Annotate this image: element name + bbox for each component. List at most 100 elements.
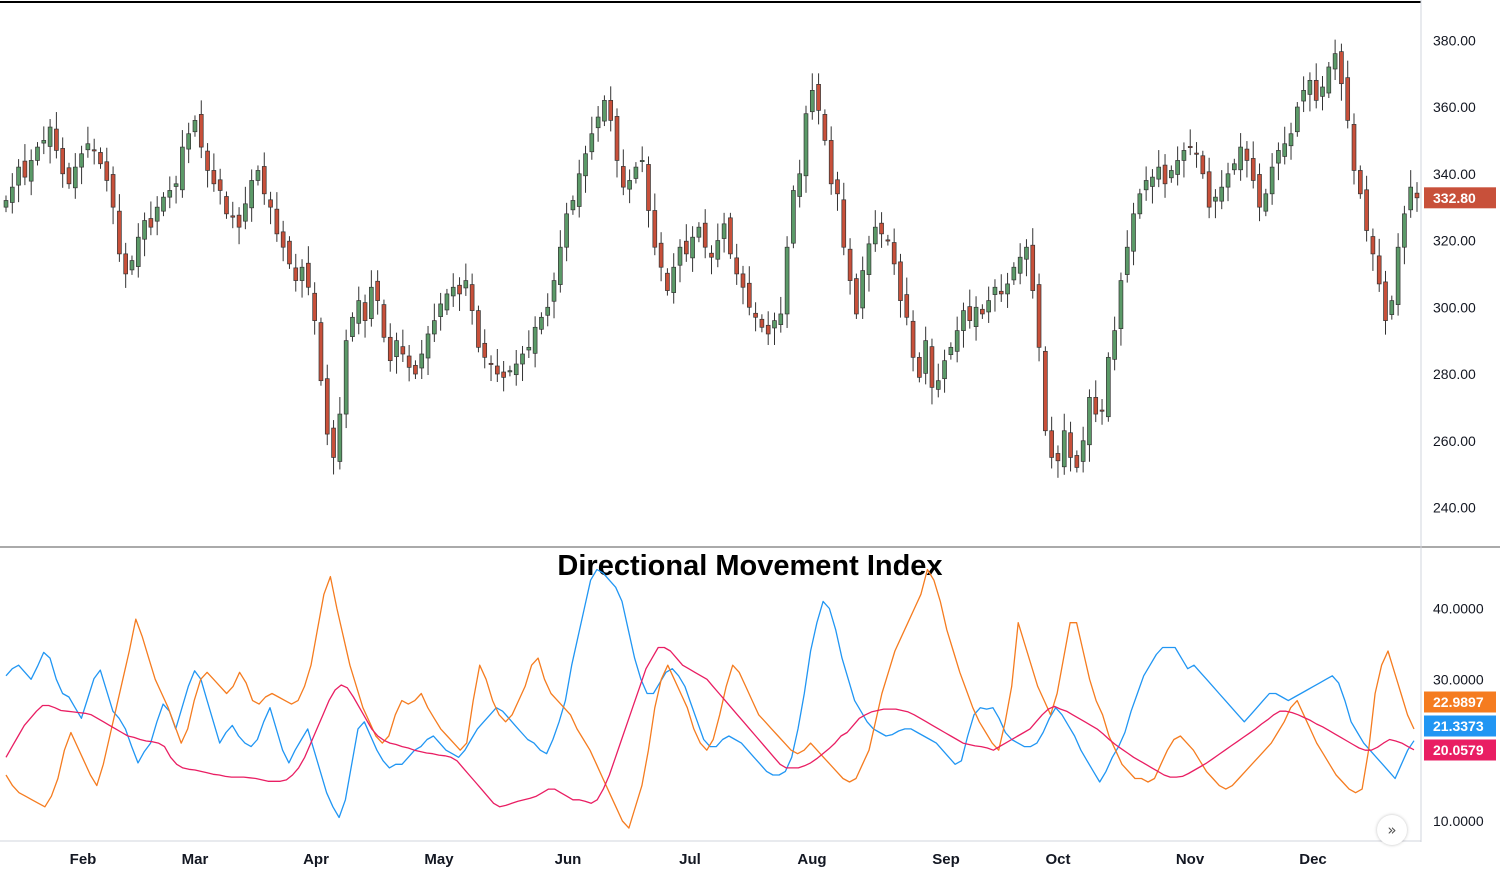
candle[interactable] bbox=[287, 236, 292, 269]
candle[interactable] bbox=[1238, 133, 1243, 181]
candle[interactable] bbox=[980, 304, 985, 319]
candle[interactable] bbox=[671, 253, 677, 304]
candle[interactable] bbox=[205, 143, 210, 188]
candle[interactable] bbox=[47, 119, 53, 164]
candle[interactable] bbox=[425, 325, 431, 376]
candle[interactable] bbox=[576, 159, 582, 218]
candle[interactable] bbox=[167, 176, 173, 209]
candle[interactable] bbox=[211, 153, 217, 192]
candle[interactable] bbox=[1288, 122, 1294, 160]
candle[interactable] bbox=[123, 242, 128, 288]
candle[interactable] bbox=[1131, 202, 1136, 266]
candle[interactable] bbox=[545, 293, 551, 327]
candle[interactable] bbox=[513, 349, 519, 386]
candle[interactable] bbox=[835, 171, 840, 211]
candle[interactable] bbox=[1093, 380, 1099, 423]
candle[interactable] bbox=[142, 212, 147, 257]
candle[interactable] bbox=[60, 137, 65, 188]
candle[interactable] bbox=[847, 238, 853, 295]
candle[interactable] bbox=[1068, 421, 1073, 472]
candle[interactable] bbox=[249, 169, 254, 222]
candle[interactable] bbox=[488, 355, 494, 382]
candle[interactable] bbox=[1402, 205, 1407, 265]
candle[interactable] bbox=[1036, 273, 1042, 362]
candle[interactable] bbox=[1099, 399, 1105, 425]
candle[interactable] bbox=[772, 312, 777, 345]
candle[interactable] bbox=[104, 147, 110, 192]
candle[interactable] bbox=[539, 312, 544, 335]
candle[interactable] bbox=[652, 193, 658, 256]
candle[interactable] bbox=[583, 145, 588, 193]
candle[interactable] bbox=[621, 149, 626, 196]
candle[interactable] bbox=[1395, 233, 1401, 316]
candle[interactable] bbox=[1269, 153, 1275, 205]
candle[interactable] bbox=[1282, 126, 1288, 165]
candle[interactable] bbox=[1080, 426, 1086, 473]
candle[interactable] bbox=[381, 299, 387, 343]
candle[interactable] bbox=[343, 329, 349, 429]
candle[interactable] bbox=[797, 159, 802, 208]
candle[interactable] bbox=[740, 265, 746, 305]
candle[interactable] bbox=[224, 191, 229, 219]
candle[interactable] bbox=[1313, 63, 1319, 109]
dmi-pane[interactable] bbox=[5, 568, 1415, 829]
candle[interactable] bbox=[1332, 39, 1338, 81]
candle[interactable] bbox=[721, 212, 727, 253]
candle[interactable] bbox=[690, 226, 695, 272]
candle[interactable] bbox=[293, 253, 299, 292]
candle[interactable] bbox=[261, 152, 267, 205]
candle[interactable] bbox=[709, 245, 714, 275]
candle[interactable] bbox=[198, 100, 204, 159]
candle[interactable] bbox=[728, 212, 733, 259]
candle[interactable] bbox=[1232, 158, 1237, 175]
candle[interactable] bbox=[872, 210, 878, 252]
candle[interactable] bbox=[1339, 43, 1344, 101]
candle[interactable] bbox=[161, 192, 166, 217]
candle[interactable] bbox=[54, 112, 59, 159]
candle[interactable] bbox=[129, 255, 135, 275]
candle[interactable] bbox=[1358, 165, 1363, 199]
candle[interactable] bbox=[942, 349, 947, 393]
candle[interactable] bbox=[746, 266, 752, 316]
candle[interactable] bbox=[312, 282, 317, 335]
candle[interactable] bbox=[1150, 169, 1155, 204]
candle[interactable] bbox=[350, 312, 355, 342]
candle[interactable] bbox=[564, 202, 569, 262]
candle[interactable] bbox=[639, 146, 645, 173]
candle[interactable] bbox=[16, 159, 21, 203]
candle[interactable] bbox=[1414, 182, 1420, 212]
candle[interactable] bbox=[1276, 142, 1281, 181]
candle[interactable] bbox=[1250, 141, 1256, 189]
candle[interactable] bbox=[1124, 230, 1130, 283]
candle[interactable] bbox=[1383, 270, 1388, 335]
candle[interactable] bbox=[1030, 228, 1036, 299]
candle[interactable] bbox=[457, 277, 462, 311]
candle[interactable] bbox=[828, 126, 834, 195]
candle[interactable] bbox=[438, 292, 443, 331]
candle[interactable] bbox=[961, 302, 966, 348]
candle[interactable] bbox=[463, 263, 469, 296]
candle[interactable] bbox=[1219, 170, 1225, 210]
candle[interactable] bbox=[1043, 346, 1048, 436]
candle[interactable] bbox=[677, 239, 683, 283]
candle[interactable] bbox=[1087, 389, 1092, 462]
candle[interactable] bbox=[507, 365, 513, 377]
candle[interactable] bbox=[822, 109, 828, 146]
candle[interactable] bbox=[1244, 141, 1250, 178]
candle[interactable] bbox=[1345, 60, 1351, 129]
candle[interactable] bbox=[41, 126, 47, 155]
candle[interactable] bbox=[929, 338, 935, 405]
candle[interactable] bbox=[3, 195, 9, 213]
candle[interactable] bbox=[9, 173, 15, 214]
candle[interactable] bbox=[998, 274, 1004, 302]
candle[interactable] bbox=[362, 294, 368, 338]
candle[interactable] bbox=[570, 195, 576, 215]
candle[interactable] bbox=[633, 162, 639, 184]
candle[interactable] bbox=[432, 303, 437, 342]
candle[interactable] bbox=[866, 235, 872, 292]
candle[interactable] bbox=[904, 277, 910, 326]
candle[interactable] bbox=[369, 270, 374, 327]
candle[interactable] bbox=[375, 270, 380, 315]
candle[interactable] bbox=[274, 192, 280, 242]
candle[interactable] bbox=[394, 332, 399, 374]
